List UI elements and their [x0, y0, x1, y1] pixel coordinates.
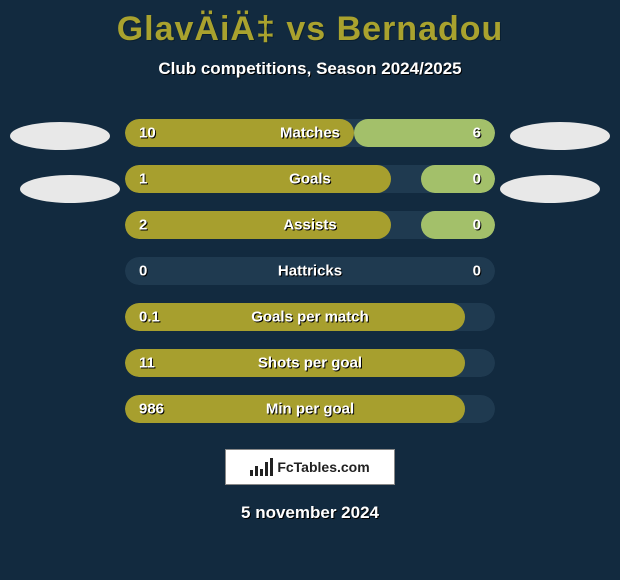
- page-title: GlavÄiÄ‡ vs Bernadou: [0, 0, 620, 49]
- date-label: 5 november 2024: [0, 503, 620, 523]
- stat-row: 11 Shots per goal: [125, 349, 495, 377]
- stat-label: Hattricks: [278, 263, 342, 280]
- stat-bar-right: [421, 165, 495, 193]
- stat-value-left: 10: [139, 125, 156, 142]
- player-right-shape-2: [500, 175, 600, 203]
- stat-value-right: 0: [473, 171, 481, 188]
- stat-label: Goals per match: [251, 309, 369, 326]
- stats-container: 106Matches10Goals20Assists00Hattricks0.1…: [125, 119, 495, 423]
- stat-label: Assists: [283, 217, 336, 234]
- logo-text: FcTables.com: [277, 459, 369, 475]
- stat-label: Min per goal: [266, 401, 354, 418]
- stat-value-left: 11: [139, 355, 155, 372]
- stat-label: Shots per goal: [258, 355, 362, 372]
- stat-value-right: 6: [473, 125, 481, 142]
- stat-value-left: 0.1: [139, 309, 160, 326]
- stat-bar-left: [125, 211, 391, 239]
- stat-value-left: 986: [139, 401, 164, 418]
- stat-row: 10 6 Matches: [125, 119, 495, 147]
- stat-bar-right: [421, 211, 495, 239]
- fctables-logo: FcTables.com: [225, 449, 395, 485]
- logo-bars-icon: [250, 458, 273, 476]
- stat-row: 0.1 Goals per match: [125, 303, 495, 331]
- player-left-shape-1: [10, 122, 110, 150]
- stat-value-left: 2: [139, 217, 147, 234]
- stat-label: Goals: [289, 171, 331, 188]
- stat-row: 986 Min per goal: [125, 395, 495, 423]
- stat-value-left: 1: [139, 171, 147, 188]
- stat-row: 0 0 Hattricks: [125, 257, 495, 285]
- player-right-shape-1: [510, 122, 610, 150]
- subtitle: Club competitions, Season 2024/2025: [0, 59, 620, 79]
- stat-row: 1 0 Goals: [125, 165, 495, 193]
- stat-bar-left: [125, 165, 391, 193]
- stat-value-left: 0: [139, 263, 147, 280]
- stat-label: Matches: [280, 125, 340, 142]
- stat-value-right: 0: [473, 263, 481, 280]
- stat-value-right: 0: [473, 217, 481, 234]
- stat-row: 2 0 Assists: [125, 211, 495, 239]
- player-left-shape-2: [20, 175, 120, 203]
